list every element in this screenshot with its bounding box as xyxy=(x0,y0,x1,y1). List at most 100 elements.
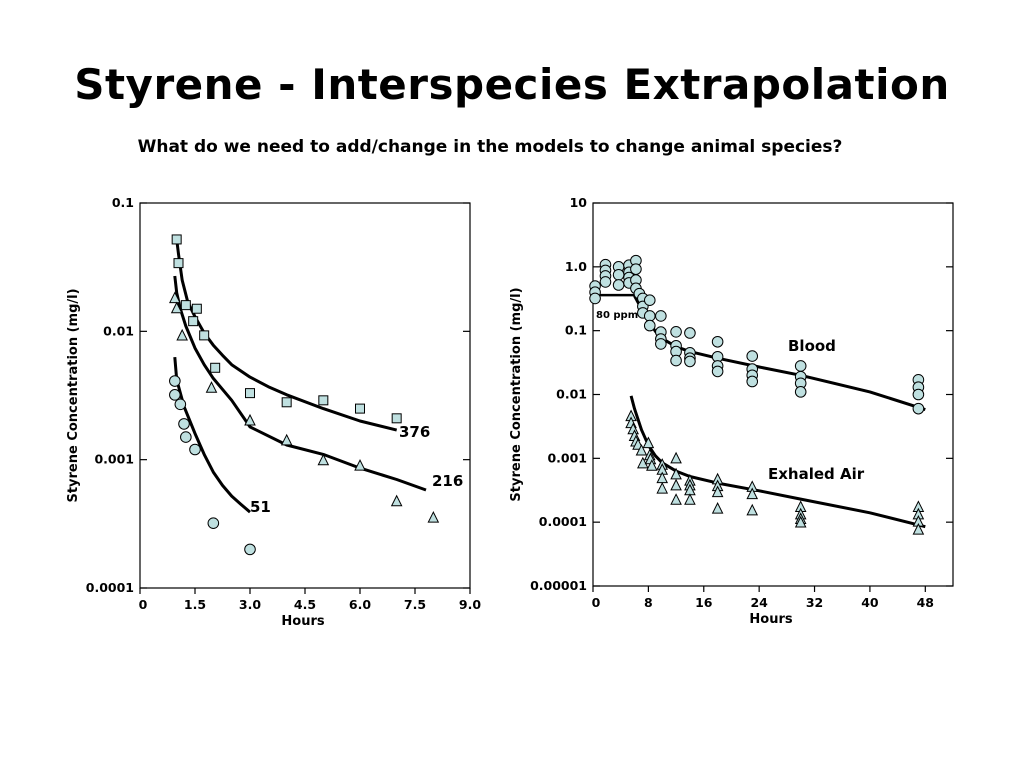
annotation-216: 216 xyxy=(432,472,463,490)
series-blood xyxy=(589,254,926,415)
data-point xyxy=(174,398,187,411)
data-point xyxy=(635,443,648,456)
data-point xyxy=(189,443,201,456)
data-point xyxy=(746,350,759,362)
y-tick-label: 0.01 xyxy=(103,323,134,338)
series-376 xyxy=(171,234,402,432)
data-point xyxy=(281,397,292,408)
data-point xyxy=(199,330,210,341)
annotation-blood: Blood xyxy=(788,337,836,355)
y-tick-label: 0.1 xyxy=(565,323,587,338)
y-axis-label: Styrene Concentration (mg/l) xyxy=(509,287,524,501)
data-point xyxy=(188,316,199,327)
data-point xyxy=(711,485,724,498)
fit-line xyxy=(173,275,427,492)
data-point xyxy=(390,494,403,507)
data-point xyxy=(746,503,759,516)
data-point xyxy=(612,279,625,291)
data-point xyxy=(670,325,682,338)
data-point xyxy=(245,388,255,399)
series-216 xyxy=(169,275,440,523)
data-point xyxy=(670,451,682,464)
data-point xyxy=(642,436,655,449)
y-tick-label: 1.0 xyxy=(565,259,587,274)
x-tick-label: 24 xyxy=(750,595,768,610)
data-point xyxy=(176,328,188,341)
x-tick-label: 0 xyxy=(592,595,601,610)
data-point xyxy=(169,375,181,387)
data-point xyxy=(207,517,220,529)
x-tick-label: 32 xyxy=(806,595,823,610)
data-point xyxy=(794,360,807,372)
data-point xyxy=(670,478,682,491)
x-tick-label: 3.0 xyxy=(239,597,261,612)
series-51 xyxy=(169,356,256,556)
data-point xyxy=(670,493,682,505)
data-point xyxy=(180,431,192,443)
data-point xyxy=(391,413,402,424)
y-tick-label: 0.1 xyxy=(112,195,134,210)
plot-frame xyxy=(139,202,471,589)
data-point xyxy=(169,389,181,401)
annotation-376: 376 xyxy=(399,423,430,441)
y-tick-label: 10 xyxy=(570,195,588,210)
x-tick-label: 40 xyxy=(861,595,879,610)
data-point xyxy=(643,319,656,332)
data-point xyxy=(171,234,182,245)
x-tick-label: 6.0 xyxy=(349,597,371,612)
data-point xyxy=(317,453,330,466)
data-point xyxy=(169,291,181,304)
data-point xyxy=(746,375,759,388)
y-tick-label: 0.0001 xyxy=(539,514,587,529)
data-point xyxy=(180,300,191,311)
x-tick-label: 9.0 xyxy=(459,597,481,612)
data-point xyxy=(670,354,682,367)
x-tick-label: 8 xyxy=(644,595,653,610)
data-point xyxy=(173,258,184,269)
y-tick-label: 0.001 xyxy=(547,450,587,465)
data-point xyxy=(912,388,925,401)
slide-title: Styrene - Interspecies Extrapolation xyxy=(74,60,950,109)
y-tick-label: 0.0001 xyxy=(86,580,134,595)
data-point xyxy=(427,511,440,523)
data-point xyxy=(655,310,667,322)
annotation-51: 51 xyxy=(250,498,271,516)
y-axis-label: Styrene Concentration (mg/l) xyxy=(66,288,81,502)
data-point xyxy=(637,456,649,469)
data-point xyxy=(178,418,190,430)
data-point xyxy=(711,335,724,348)
series-exhaled-air xyxy=(625,395,926,535)
annotation-80ppm: 80 ppm xyxy=(596,310,638,321)
data-point xyxy=(355,403,365,414)
data-point xyxy=(599,276,612,288)
data-point xyxy=(912,523,925,535)
y-tick-label: 0.001 xyxy=(94,452,134,467)
data-point xyxy=(655,338,667,350)
annotation-exhaled-air: Exhaled Air xyxy=(768,465,865,483)
x-tick-label: 16 xyxy=(695,595,713,610)
data-point xyxy=(656,481,669,494)
fit-line xyxy=(175,239,398,432)
y-tick-label: 0.00001 xyxy=(530,578,587,593)
data-point xyxy=(191,303,202,314)
data-point xyxy=(684,327,696,339)
data-point xyxy=(711,365,724,378)
data-point xyxy=(684,493,696,505)
data-point xyxy=(244,543,256,556)
plot-frame xyxy=(592,202,954,587)
data-point xyxy=(630,263,642,275)
x-tick-label: 7.5 xyxy=(404,597,426,612)
slide-subtitle: What do we need to add/change in the mod… xyxy=(137,137,843,157)
data-point xyxy=(612,269,625,281)
data-point xyxy=(170,301,183,314)
data-point xyxy=(684,355,696,368)
data-point xyxy=(646,459,658,471)
chart-left: 0.0001 0.001 0.01 0.1 0 1.5 3.0 4.5 6.0 7.5 9.0 Hou… xyxy=(66,195,481,629)
data-point xyxy=(589,292,601,305)
data-point xyxy=(794,386,807,398)
data-point xyxy=(210,362,221,373)
data-point xyxy=(354,459,366,471)
data-point xyxy=(244,413,256,426)
x-tick-label: 4.5 xyxy=(294,597,316,612)
chart-right: 0.00001 0.0001 0.001 0.01 0.1 1.0 10 0 8 16 24 32 40… xyxy=(509,195,954,627)
